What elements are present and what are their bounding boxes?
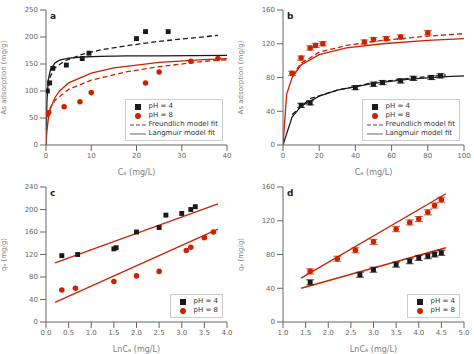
svg-text:4.0: 4.0 (221, 329, 232, 337)
svg-text:160: 160 (262, 6, 275, 14)
svg-text:80: 80 (29, 273, 38, 281)
svg-text:1.0: 1.0 (277, 329, 288, 337)
html-text:Langmuir model fit: Langmuir model fit (148, 129, 216, 137)
svg-text:1.5: 1.5 (300, 329, 311, 337)
svg-text:120: 120 (262, 217, 275, 225)
svg-text:200: 200 (25, 33, 38, 41)
svg-text:120: 120 (262, 40, 275, 48)
svg-text:As adsorption (mg/g): As adsorption (mg/g) (237, 40, 245, 114)
html-text:Freundlich model fit: Freundlich model fit (148, 120, 218, 128)
svg-text:3.0: 3.0 (176, 329, 187, 337)
html-text:pH = 4: pH = 4 (193, 297, 218, 305)
svg-text:40: 40 (351, 152, 360, 160)
html-text:pH = 4: pH = 4 (430, 297, 455, 305)
html-text:pH = 8: pH = 8 (148, 111, 173, 119)
svg-text:20: 20 (315, 152, 324, 160)
svg-text:80: 80 (423, 152, 432, 160)
svg-text:qₑ (mg/g): qₑ (mg/g) (237, 238, 245, 271)
svg-text:0: 0 (271, 318, 275, 326)
svg-text:LnCₑ (mg/L): LnCₑ (mg/L) (113, 345, 160, 354)
html-text:pH = 8: pH = 8 (430, 306, 455, 314)
svg-text:120: 120 (25, 251, 38, 259)
svg-text:As adsorption (mg/g): As adsorption (mg/g) (8, 40, 9, 114)
svg-text:30: 30 (177, 152, 186, 160)
svg-text:1.0: 1.0 (86, 329, 97, 337)
svg-text:150: 150 (25, 60, 38, 68)
svg-text:2.0: 2.0 (131, 329, 142, 337)
html-text:pH = 8: pH = 8 (385, 111, 410, 119)
svg-text:40: 40 (29, 296, 38, 304)
html-text:a: a (50, 11, 57, 21)
svg-text:100: 100 (457, 152, 466, 160)
svg-text:20: 20 (132, 152, 141, 160)
svg-text:5.0: 5.0 (458, 329, 466, 337)
svg-text:qₑ (mg/g): qₑ (mg/g) (8, 238, 9, 271)
svg-text:4.0: 4.0 (413, 329, 424, 337)
svg-text:40: 40 (223, 152, 232, 160)
svg-text:40: 40 (266, 285, 275, 293)
svg-text:100: 100 (25, 87, 38, 95)
svg-text:80: 80 (266, 74, 275, 82)
svg-text:3.5: 3.5 (391, 329, 402, 337)
html-text:Freundlich model fit: Freundlich model fit (385, 120, 455, 128)
svg-text:0: 0 (34, 141, 38, 149)
svg-text:1.5: 1.5 (108, 329, 119, 337)
svg-text:2.0: 2.0 (323, 329, 334, 337)
svg-text:10: 10 (87, 152, 96, 160)
svg-text:0: 0 (34, 318, 38, 326)
html-text:b: b (287, 11, 294, 21)
html-text:d: d (287, 188, 294, 198)
svg-text:250: 250 (25, 6, 38, 14)
svg-text:Cₑ (mg/L): Cₑ (mg/L) (118, 168, 156, 177)
svg-text:0.0: 0.0 (40, 329, 51, 337)
svg-text:200: 200 (25, 206, 38, 214)
svg-text:LnCₑ (mg/L): LnCₑ (mg/L) (350, 345, 397, 354)
svg-text:80: 80 (266, 251, 275, 259)
svg-text:0.5: 0.5 (63, 329, 74, 337)
svg-text:2.5: 2.5 (345, 329, 356, 337)
svg-text:50: 50 (29, 114, 38, 122)
html-text:pH = 4: pH = 4 (148, 102, 173, 110)
svg-text:0: 0 (271, 141, 275, 149)
svg-text:60: 60 (387, 152, 396, 160)
svg-text:2.5: 2.5 (154, 329, 165, 337)
svg-text:0: 0 (44, 152, 48, 160)
svg-text:3.5: 3.5 (199, 329, 210, 337)
svg-text:160: 160 (25, 228, 38, 236)
svg-text:0: 0 (281, 152, 285, 160)
html-text:Langmuir model fit: Langmuir model fit (385, 129, 453, 137)
html-text:pH = 8: pH = 8 (193, 306, 218, 314)
svg-text:3.0: 3.0 (368, 329, 379, 337)
svg-text:Cₑ (mg/L): Cₑ (mg/L) (355, 168, 393, 177)
html-text:pH = 4: pH = 4 (385, 102, 410, 110)
svg-text:160: 160 (262, 183, 275, 191)
svg-text:4.5: 4.5 (436, 329, 447, 337)
svg-text:240: 240 (25, 183, 38, 191)
svg-text:40: 40 (266, 108, 275, 116)
html-text:c: c (50, 188, 56, 198)
